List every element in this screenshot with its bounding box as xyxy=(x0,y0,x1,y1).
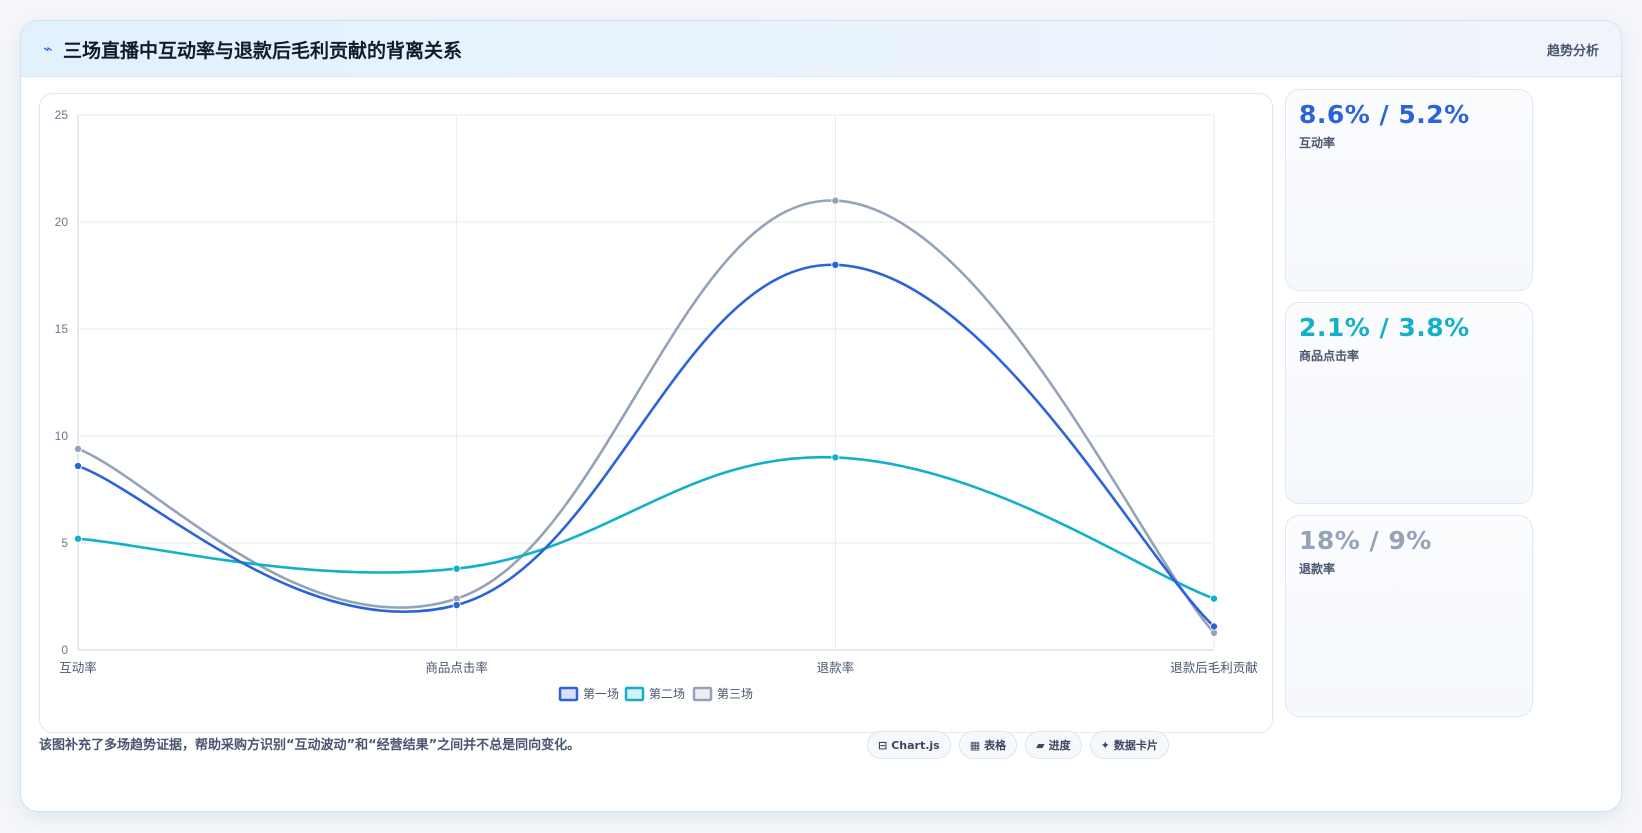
data-point xyxy=(74,461,83,470)
pill-chartjs[interactable]: ⊟ Chart.js xyxy=(867,731,951,759)
y-tick-label: 15 xyxy=(55,322,69,336)
footer-note: 该图补充了多场趋势证据，帮助采购方识别“互动波动”和“经营结果”之间并不总是同向… xyxy=(39,738,581,753)
data-point xyxy=(452,601,461,610)
legend-label: 第二场 xyxy=(649,687,685,701)
data-point xyxy=(1210,594,1219,603)
stat-label: 商品点击率 xyxy=(1299,349,1360,363)
chart-icon: ⊟ xyxy=(878,738,888,752)
data-point xyxy=(1210,622,1219,631)
pill-label: 进度 xyxy=(1048,739,1071,752)
view-pill-group: ⊟ Chart.js ▦ 表格 ▰ 进度 ✦ 数据卡片 xyxy=(867,731,1169,759)
stat-value: 2.1% / 3.8% xyxy=(1299,313,1470,342)
data-point xyxy=(831,260,840,269)
series-line xyxy=(77,199,1215,634)
y-tick-label: 25 xyxy=(55,108,69,122)
legend-swatch xyxy=(624,686,645,702)
stat-card-click-rate: 2.1% / 3.8% 商品点击率 xyxy=(1285,302,1533,504)
legend-swatch xyxy=(692,686,713,702)
main-panel: ⌁ 三场直播中互动率与退款后毛利贡献的背离关系 趋势分析 0 5 10 15 20 25 互… xyxy=(20,20,1622,812)
stat-value: 18% / 9% xyxy=(1299,526,1432,555)
legend-label: 第三场 xyxy=(717,687,753,701)
series-line xyxy=(77,455,1215,600)
pill-label: 数据卡片 xyxy=(1113,739,1158,752)
data-point xyxy=(831,453,840,462)
pill-data-card[interactable]: ✦ 数据卡片 xyxy=(1089,731,1169,759)
x-tick-label: 互动率 xyxy=(59,660,97,675)
bolt-icon: ⌁ xyxy=(43,39,53,58)
data-point xyxy=(452,564,461,573)
x-tick-label: 退款后毛利贡献 xyxy=(1170,660,1258,675)
x-tick-label: 退款率 xyxy=(817,660,855,675)
stat-card-refund-rate: 18% / 9% 退款率 xyxy=(1285,515,1533,717)
chart-card: 0 5 10 15 20 25 互动率 商品点击率 退款率 退款后毛利贡献第一场 第二场 第三场 xyxy=(39,93,1273,733)
series-line xyxy=(77,263,1215,628)
pill-label: 表格 xyxy=(984,739,1007,752)
stat-card-interaction: 8.6% / 5.2% 互动率 xyxy=(1285,89,1533,291)
trend-analysis-tag: 趋势分析 xyxy=(1546,44,1599,59)
data-point xyxy=(74,444,83,453)
pill-table[interactable]: ▦ 表格 xyxy=(958,731,1018,759)
y-tick-label: 0 xyxy=(61,643,68,657)
y-tick-label: 10 xyxy=(55,429,69,443)
pill-label: Chart.js xyxy=(891,738,940,752)
legend-swatch xyxy=(558,686,579,702)
sparkle-icon: ✦ xyxy=(1100,738,1110,752)
stat-label: 互动率 xyxy=(1299,136,1336,150)
legend-label: 第一场 xyxy=(583,687,619,701)
y-tick-label: 20 xyxy=(55,215,69,229)
progress-icon: ▰ xyxy=(1036,738,1045,752)
header-bar: ⌁ 三场直播中互动率与退款后毛利贡献的背离关系 趋势分析 xyxy=(21,21,1621,77)
data-point xyxy=(831,196,840,205)
y-tick-label: 5 xyxy=(61,536,68,550)
page-title: 三场直播中互动率与退款后毛利贡献的背离关系 xyxy=(63,40,463,62)
stat-value: 8.6% / 5.2% xyxy=(1299,100,1470,129)
pill-progress[interactable]: ▰ 进度 xyxy=(1025,731,1082,759)
table-icon: ▦ xyxy=(969,738,981,752)
stat-label: 退款率 xyxy=(1299,562,1336,576)
x-tick-label: 商品点击率 xyxy=(425,660,488,675)
data-point xyxy=(74,534,83,543)
